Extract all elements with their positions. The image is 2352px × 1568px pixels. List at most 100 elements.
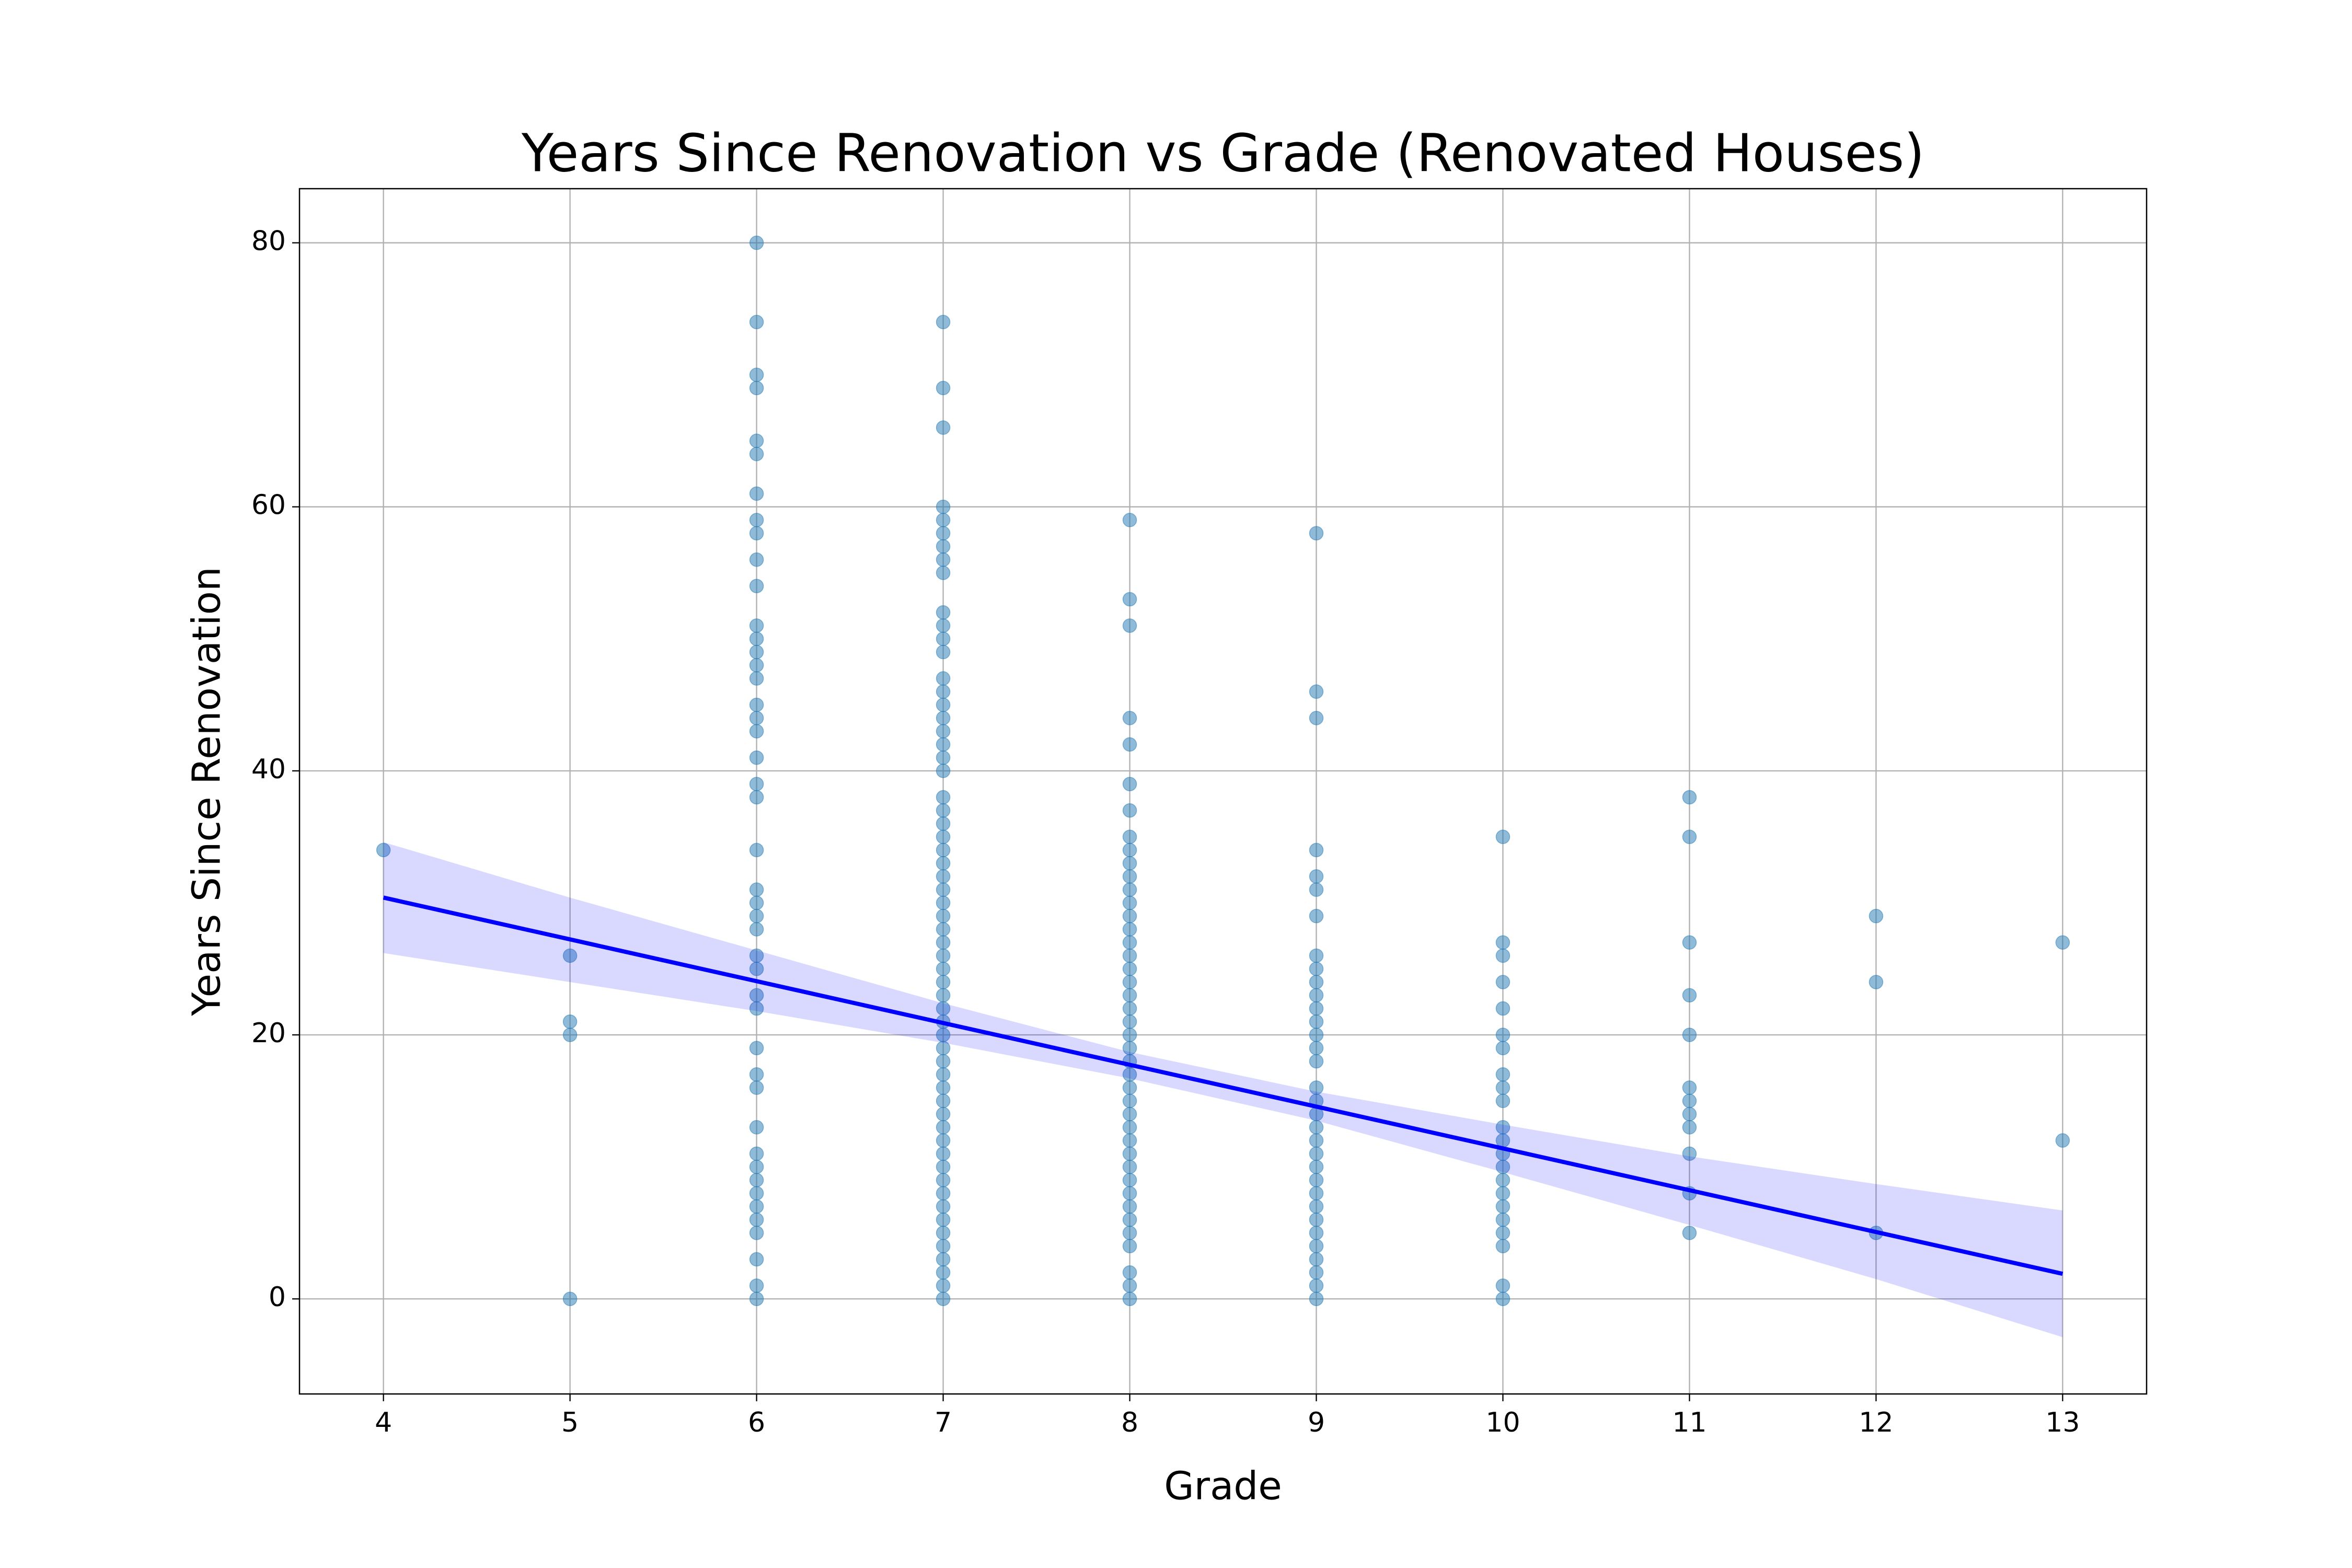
- data-point: [2055, 1133, 2070, 1148]
- chart-title: Years Since Renovation vs Grade (Renovat…: [521, 122, 1924, 183]
- data-point: [1495, 1186, 1511, 1201]
- data-point: [1309, 1014, 1324, 1029]
- x-tick-label: 13: [2045, 1407, 2080, 1438]
- data-point: [936, 1173, 951, 1187]
- data-point: [1122, 1186, 1137, 1201]
- data-point: [1309, 1159, 1324, 1174]
- data-point: [1309, 1041, 1324, 1056]
- data-point: [1495, 1292, 1511, 1306]
- data-point: [1682, 790, 1697, 805]
- data-point: [936, 420, 951, 435]
- data-point: [1869, 975, 1884, 989]
- data-point: [1682, 829, 1697, 844]
- data-point: [936, 816, 951, 831]
- data-point: [749, 750, 764, 765]
- data-point: [1122, 1199, 1137, 1214]
- data-point: [1309, 1292, 1324, 1306]
- data-point: [1122, 1014, 1137, 1029]
- data-point: [749, 644, 764, 660]
- data-point: [1682, 1080, 1697, 1095]
- data-point: [562, 1014, 578, 1029]
- data-point: [749, 1067, 764, 1082]
- data-point: [749, 381, 764, 396]
- data-point: [1309, 1054, 1324, 1069]
- data-point: [749, 724, 764, 739]
- data-point: [749, 235, 764, 250]
- data-point: [936, 1278, 951, 1293]
- data-point: [1309, 1186, 1324, 1201]
- data-point: [1122, 935, 1137, 950]
- data-point: [1495, 1001, 1511, 1016]
- data-point: [936, 961, 951, 976]
- data-point: [936, 1159, 951, 1174]
- data-point: [749, 631, 764, 647]
- data-point: [749, 513, 764, 527]
- data-point: [749, 1186, 764, 1201]
- data-point: [1122, 922, 1137, 937]
- data-point: [936, 697, 951, 712]
- y-tick-label: 20: [251, 1018, 286, 1049]
- data-point: [376, 843, 391, 858]
- x-tick-label: 7: [935, 1407, 952, 1438]
- data-point: [1309, 1212, 1324, 1227]
- data-point: [936, 1226, 951, 1240]
- x-tick-label: 4: [375, 1407, 392, 1438]
- data-point: [1122, 1106, 1137, 1122]
- data-point: [936, 1265, 951, 1280]
- data-point: [749, 777, 764, 791]
- data-point: [936, 1120, 951, 1135]
- data-point: [1122, 1133, 1137, 1148]
- data-point: [1122, 1239, 1137, 1253]
- data-point: [936, 882, 951, 897]
- confidence-band: [383, 842, 2063, 1338]
- data-point: [1682, 988, 1697, 1002]
- data-point: [936, 381, 951, 396]
- data-point: [936, 671, 951, 686]
- data-point: [1495, 1067, 1511, 1082]
- x-tick-label: 12: [1859, 1407, 1893, 1438]
- data-point: [1682, 1093, 1697, 1109]
- data-point: [1495, 1041, 1511, 1056]
- data-point: [936, 975, 951, 989]
- x-tick-label: 6: [748, 1407, 765, 1438]
- data-point: [2055, 935, 2070, 950]
- data-point: [936, 895, 951, 910]
- data-point: [1309, 948, 1324, 963]
- plot-area: [376, 235, 2070, 1338]
- data-point: [749, 1173, 764, 1187]
- data-point: [1122, 1265, 1137, 1280]
- x-tick-label: 11: [1672, 1407, 1707, 1438]
- axes-frame: [298, 188, 2148, 1395]
- data-point: [1495, 1278, 1511, 1293]
- data-point: [936, 552, 951, 567]
- data-point: [1309, 1028, 1324, 1042]
- data-point: [749, 1212, 764, 1227]
- grid: [299, 189, 2147, 1394]
- data-point: [936, 856, 951, 871]
- data-point: [1122, 882, 1137, 897]
- data-point: [1495, 935, 1511, 950]
- data-point: [749, 1120, 764, 1135]
- data-point: [1495, 1226, 1511, 1240]
- data-point: [936, 843, 951, 858]
- data-point: [749, 1146, 764, 1161]
- data-point: [749, 367, 764, 382]
- data-point: [1122, 1292, 1137, 1306]
- data-point: [936, 1292, 951, 1306]
- data-point: [1309, 1001, 1324, 1016]
- data-point: [1309, 1120, 1324, 1135]
- data-point: [749, 526, 764, 540]
- data-point: [936, 1067, 951, 1082]
- data-point: [749, 618, 764, 633]
- data-point: [936, 1146, 951, 1161]
- data-point: [1682, 1120, 1697, 1135]
- data-point: [749, 922, 764, 937]
- data-point: [936, 750, 951, 765]
- data-point: [936, 499, 951, 514]
- data-point: [1495, 1212, 1511, 1227]
- data-point: [1309, 1146, 1324, 1161]
- data-point: [1122, 1093, 1137, 1109]
- data-point: [936, 1199, 951, 1214]
- y-tick-label: 40: [251, 754, 286, 785]
